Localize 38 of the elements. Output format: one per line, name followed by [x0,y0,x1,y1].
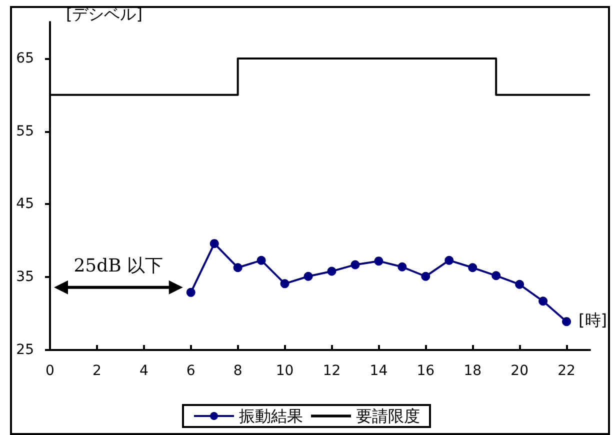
y-tick-label: 55 [16,123,34,140]
point [374,256,384,266]
annotation: 25dB 以下 [74,255,164,276]
point [515,280,524,289]
point [233,263,242,272]
x-tick-label: 12 [322,363,341,379]
x-tick-label: 4 [139,363,148,379]
point [327,266,336,276]
legend-label: 振動結果 [239,406,303,426]
y-tick-label: 45 [16,196,34,212]
point [304,272,313,281]
point [210,239,219,248]
point [280,279,290,288]
x-tick-label: 2 [92,363,102,379]
point [444,256,454,265]
x-tick-label: 16 [416,363,435,379]
x-tick-label: 8 [233,363,242,379]
x-tick-label: 20 [510,363,528,379]
x-tick-label: 14 [370,363,388,379]
x-tick-label: 18 [464,363,482,379]
point [398,262,407,272]
x-tick-label: 6 [186,363,196,379]
y-tick-label: 35 [16,269,34,286]
point [350,260,360,270]
point [256,256,266,265]
x-tick-label: 0 [46,363,54,379]
x-axis-title: [時] [578,310,607,330]
point [538,296,548,306]
y-tick-label: 25 [16,342,34,358]
point [186,288,196,297]
y-tick-label: 65 [16,50,34,66]
point [421,272,430,281]
point [468,263,478,272]
legend-label: 要請限度 [356,406,420,426]
point [562,317,572,326]
x-tick-label: 22 [558,363,576,379]
x-tick-label: 10 [276,363,294,379]
point [492,271,501,280]
